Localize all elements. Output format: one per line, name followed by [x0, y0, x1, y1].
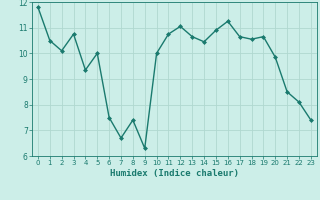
X-axis label: Humidex (Indice chaleur): Humidex (Indice chaleur)	[110, 169, 239, 178]
